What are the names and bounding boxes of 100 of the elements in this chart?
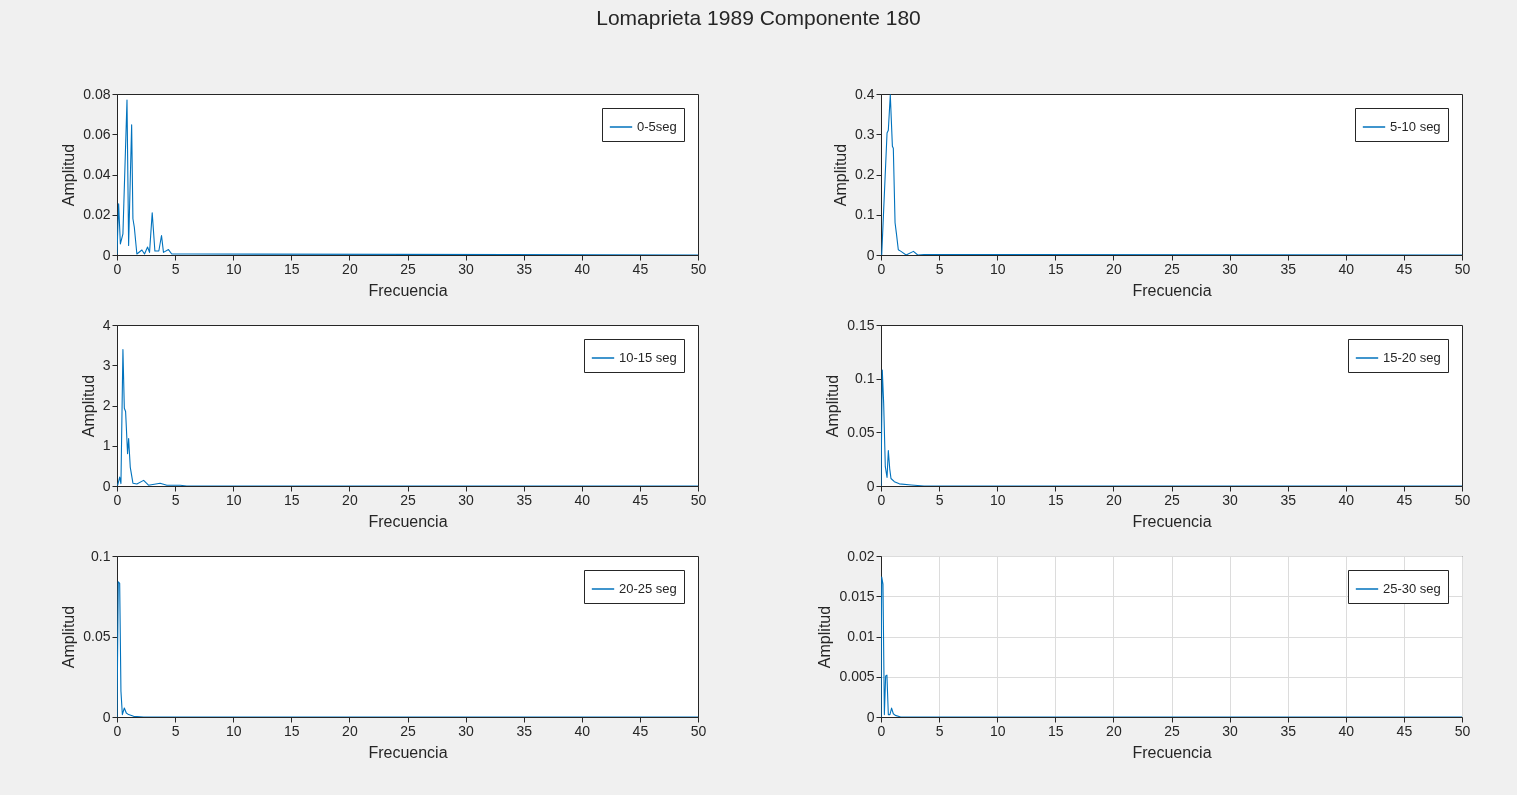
legend-label: 15-20 seg	[1383, 350, 1441, 365]
line-series	[117, 581, 698, 717]
x-tick-label: 40	[1338, 491, 1355, 508]
x-tick-label: 40	[574, 260, 591, 277]
y-tick-label: 0.02	[83, 206, 111, 223]
y-tick-label: 0	[102, 477, 111, 494]
y-tick-label: 0.3	[855, 125, 875, 142]
x-tick-label: 20	[342, 722, 358, 739]
y-tick-label: 0.015	[839, 587, 875, 604]
x-tick-label: 10	[225, 722, 242, 739]
y-axis-title: Amplitud	[60, 143, 78, 207]
x-tick-label: 50	[1454, 491, 1471, 508]
x-tick-label: 50	[690, 260, 707, 277]
y-axis-title: Amplitud	[79, 374, 97, 438]
x-tick-label: 15	[284, 491, 300, 508]
x-tick-label: 40	[574, 722, 591, 739]
x-tick-label: 45	[1396, 491, 1413, 508]
y-tick-label: 0	[102, 246, 111, 263]
y-axis-title: Amplitud	[832, 143, 850, 207]
y-tick-label: 0.005	[839, 668, 875, 685]
y-tick-label: 0.4	[855, 85, 875, 102]
x-tick-label: 25	[400, 722, 416, 739]
x-tick-label: 0	[113, 491, 122, 508]
x-axis-title: Frecuencia	[1132, 512, 1212, 530]
x-tick-label: 35	[516, 722, 533, 739]
x-tick-label: 35	[1280, 722, 1297, 739]
y-tick-label: 0.1	[91, 547, 111, 564]
x-tick-label: 5	[171, 491, 180, 508]
x-tick-label: 5	[935, 722, 944, 739]
legend-label: 10-15 seg	[619, 350, 677, 365]
y-axis-title: Amplitud	[816, 605, 834, 669]
line-series	[881, 369, 1462, 486]
x-tick-label: 50	[690, 722, 707, 739]
x-tick-label: 35	[1280, 491, 1297, 508]
x-tick-label: 45	[632, 491, 649, 508]
legend-label: 20-25 seg	[619, 581, 677, 596]
line-series	[117, 99, 698, 255]
x-tick-label: 50	[1454, 722, 1471, 739]
legend-label: 0-5seg	[637, 119, 677, 134]
x-tick-label: 20	[342, 260, 358, 277]
x-tick-label: 0	[877, 722, 886, 739]
x-tick-label: 15	[1048, 722, 1064, 739]
x-tick-label: 25	[1164, 260, 1180, 277]
legend-label: 5-10 seg	[1390, 119, 1441, 134]
x-tick-label: 30	[458, 722, 475, 739]
x-tick-label: 25	[400, 260, 416, 277]
x-tick-label: 25	[1164, 722, 1180, 739]
y-tick-label: 0	[866, 708, 875, 725]
legend-label: 25-30 seg	[1383, 581, 1441, 596]
y-tick-label: 0.08	[83, 85, 111, 102]
x-tick-label: 10	[989, 491, 1006, 508]
y-axis-title: Amplitud	[60, 605, 78, 669]
y-tick-label: 4	[102, 316, 111, 333]
x-tick-label: 10	[225, 260, 242, 277]
line-series	[117, 349, 698, 486]
x-tick-label: 20	[342, 491, 358, 508]
x-tick-label: 0	[113, 260, 122, 277]
y-tick-label: 0.1	[855, 370, 875, 387]
x-tick-label: 35	[1280, 260, 1297, 277]
x-tick-label: 20	[1106, 722, 1122, 739]
x-tick-label: 45	[1396, 722, 1413, 739]
y-tick-label: 0.02	[847, 547, 875, 564]
x-tick-label: 15	[284, 260, 300, 277]
x-tick-label: 5	[171, 722, 180, 739]
x-tick-label: 15	[1048, 491, 1064, 508]
x-tick-label: 15	[284, 722, 300, 739]
x-tick-label: 45	[632, 722, 649, 739]
y-tick-label: 1	[102, 437, 111, 454]
x-tick-label: 20	[1106, 491, 1122, 508]
x-tick-label: 35	[516, 260, 533, 277]
y-tick-label: 0.01	[847, 628, 875, 644]
x-tick-label: 30	[458, 260, 475, 277]
x-tick-label: 25	[400, 491, 416, 508]
y-tick-label: 0.05	[847, 423, 875, 440]
x-tick-label: 30	[1222, 722, 1239, 739]
y-tick-label: 0	[866, 246, 875, 263]
y-tick-label: 0.05	[83, 628, 111, 644]
x-tick-label: 5	[935, 260, 944, 277]
x-tick-label: 10	[225, 491, 242, 508]
y-tick-label: 0.2	[855, 166, 875, 182]
x-axis-title: Frecuencia	[1132, 281, 1212, 299]
x-tick-label: 10	[989, 260, 1006, 277]
x-tick-label: 30	[1222, 260, 1239, 277]
x-tick-label: 0	[877, 260, 886, 277]
x-tick-label: 30	[1222, 491, 1239, 508]
x-tick-label: 35	[516, 491, 533, 508]
y-tick-label: 0.04	[83, 166, 111, 182]
x-tick-label: 0	[877, 491, 886, 508]
x-tick-label: 15	[1048, 260, 1064, 277]
y-axis-title: Amplitud	[824, 374, 842, 438]
x-tick-label: 50	[1454, 260, 1471, 277]
x-tick-label: 45	[1396, 260, 1413, 277]
x-axis-title: Frecuencia	[368, 512, 448, 530]
x-axis-title: Frecuencia	[368, 743, 448, 761]
x-tick-label: 5	[171, 260, 180, 277]
y-tick-label: 3	[102, 356, 111, 373]
y-tick-label: 0	[866, 477, 875, 494]
x-tick-label: 0	[113, 722, 122, 739]
x-tick-label: 5	[935, 491, 944, 508]
x-tick-label: 50	[690, 491, 707, 508]
